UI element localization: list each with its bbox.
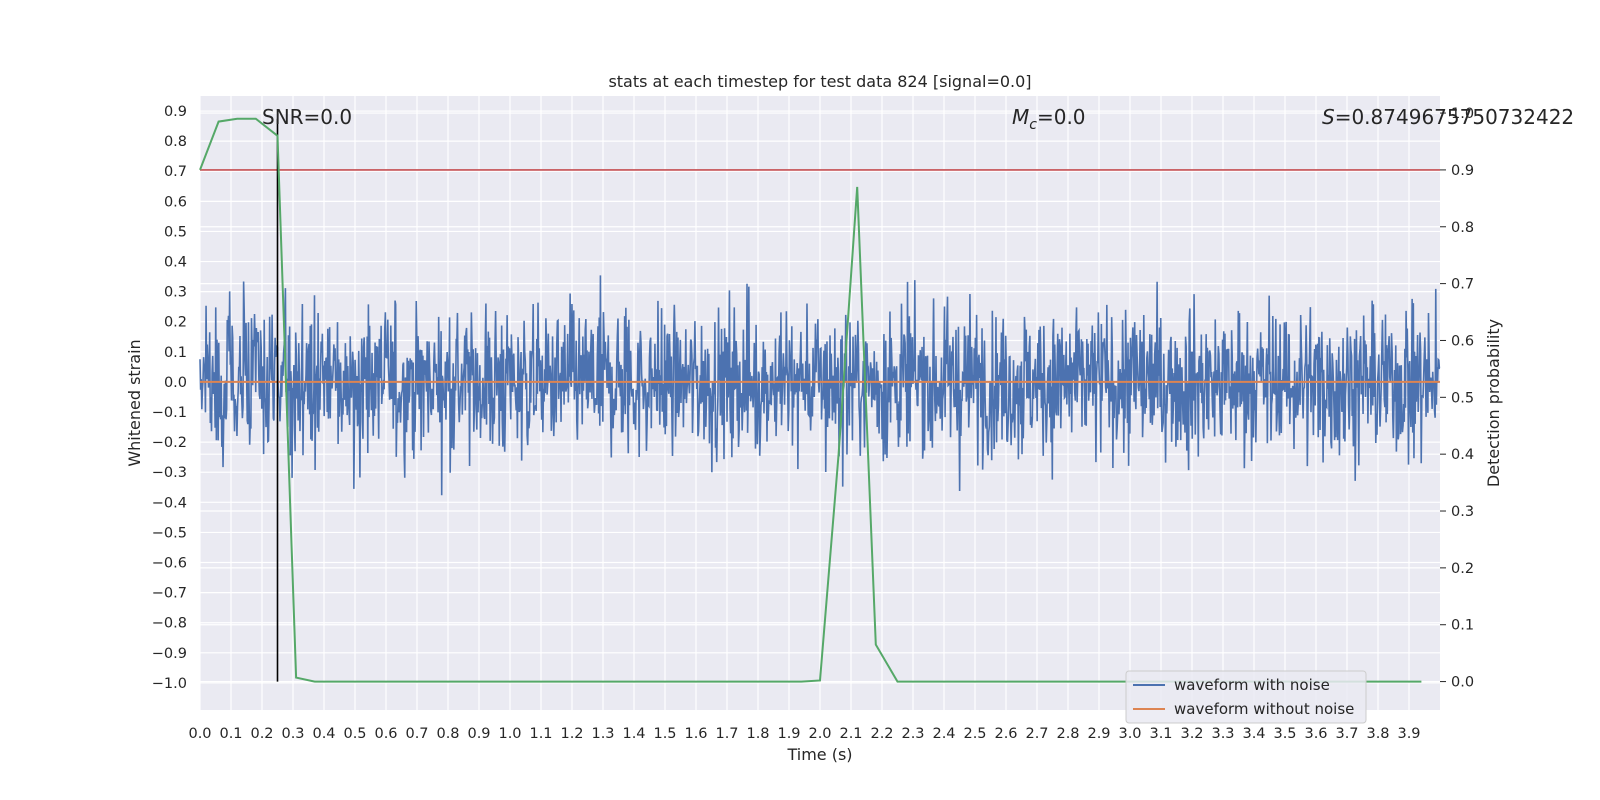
x-tick-label: 1.1 [529, 726, 552, 742]
x-tick-label: 3.1 [1149, 726, 1172, 742]
noise-waveform-line [199, 275, 1441, 496]
x-tick-label: 2.8 [1056, 726, 1079, 742]
x-tick-label: 3.9 [1397, 726, 1420, 742]
x-tick-label: 2.4 [932, 726, 955, 742]
y-tick-label: 0.8 [164, 134, 187, 150]
y2-tick-label: 0.9 [1451, 163, 1474, 179]
x-tick-label: 2.0 [808, 726, 831, 742]
x-tick-label: 1.6 [684, 726, 707, 742]
y2-axis-label: Detection probability [1484, 319, 1503, 487]
x-tick-label: 1.9 [777, 726, 800, 742]
legend-clean-label: waveform without noise [1174, 700, 1354, 718]
score-annotation: S=0.8749675750732422 [1322, 105, 1574, 129]
score-symbol: S [1322, 105, 1335, 129]
chart-title: stats at each timestep for test data 824… [608, 72, 1031, 91]
x-tick-label: 1.2 [560, 726, 583, 742]
snr-annotation: SNR=0.0 [262, 105, 352, 129]
x-tick-label: 1.8 [746, 726, 769, 742]
legend-noise-label: waveform with noise [1174, 676, 1330, 694]
x-axis-label: Time (s) [786, 745, 852, 764]
x-tick-label: 0.4 [312, 726, 335, 742]
y-axis-label: Whitened strain [125, 339, 144, 466]
x-tick-label: 3.0 [1118, 726, 1141, 742]
y-tick-label: −1.0 [152, 676, 187, 692]
x-tick-label: 3.2 [1180, 726, 1203, 742]
noise-waveform-layer [199, 275, 1441, 496]
x-tick-label: 0.6 [374, 726, 397, 742]
y2-tick-label: 0.3 [1451, 504, 1474, 520]
y2-tick-label: 0.1 [1451, 618, 1474, 634]
chirp-mass-annotation: Mc=0.0 [1012, 105, 1086, 133]
x-tick-label: 0.8 [436, 726, 459, 742]
x-tick-label: 2.1 [839, 726, 862, 742]
y-tick-label: −0.1 [152, 405, 187, 421]
y-tick-label: 0.6 [164, 194, 187, 210]
y2-tick-label: 0.4 [1451, 447, 1474, 463]
x-tick-label: 3.5 [1273, 726, 1296, 742]
x-tick-label: 2.3 [901, 726, 924, 742]
y-tick-label: −0.9 [152, 646, 187, 662]
x-tick-label: 1.0 [498, 726, 521, 742]
x-tick-label: 2.2 [870, 726, 893, 742]
tick-labels: 0.0 0.1 0.2 0.3 0.4 0.5 0.6 0.7 0.8 0.9 1.0 1.1 1.2 1… [152, 104, 1474, 742]
y-tick-label: 0.3 [164, 285, 187, 301]
y2-tick-label: 0.0 [1451, 675, 1474, 691]
y2-tick-label: 0.8 [1451, 220, 1474, 236]
y2-tick-label: 1.0 [1451, 106, 1474, 122]
y2-tick-label: 0.7 [1451, 277, 1474, 293]
y-tick-label: 0.7 [164, 164, 187, 180]
y-tick-label: −0.3 [152, 465, 187, 481]
y-tick-label: 0.9 [164, 104, 187, 120]
x-tick-label: 0.5 [343, 726, 366, 742]
x-tick-label: 1.3 [591, 726, 614, 742]
y-tick-label: −0.5 [152, 525, 187, 541]
x-tick-label: 3.8 [1366, 726, 1389, 742]
x-tick-label: 0.1 [219, 726, 242, 742]
score-value: =0.8749675750732422 [1335, 105, 1574, 129]
y-tick-label: −0.6 [152, 556, 187, 572]
chirp-mass-subscript: c [1029, 117, 1037, 133]
y-tick-label: 0.2 [164, 315, 187, 331]
probability-line [199, 117, 1422, 683]
x-tick-label: 0.3 [281, 726, 304, 742]
x-tick-label: 2.6 [994, 726, 1017, 742]
x-tick-label: 3.6 [1304, 726, 1327, 742]
x-tick-label: 3.7 [1335, 726, 1358, 742]
y2-tick-label: 0.2 [1451, 561, 1474, 577]
x-tick-label: 2.7 [1025, 726, 1048, 742]
y2-tick-label: 0.5 [1451, 390, 1474, 406]
chirp-mass-symbol: M [1012, 105, 1029, 129]
x-tick-label: 3.3 [1211, 726, 1234, 742]
y-tick-label: 0.1 [164, 345, 187, 361]
y-tick-label: 0.5 [164, 224, 187, 240]
x-tick-label: 2.5 [963, 726, 986, 742]
legend-box [1125, 670, 1367, 724]
y-tick-label: 0.4 [164, 255, 187, 271]
x-tick-label: 2.9 [1087, 726, 1110, 742]
y2-tick-label: 0.6 [1451, 333, 1474, 349]
x-tick-label: 0.0 [188, 726, 211, 742]
y-tick-label: −0.8 [152, 616, 187, 632]
legend: waveform with noise waveform without noi… [1125, 670, 1367, 724]
y-tick-label: −0.2 [152, 435, 187, 451]
x-tick-label: 3.4 [1242, 726, 1265, 742]
x-tick-label: 0.7 [405, 726, 428, 742]
x-tick-label: 1.5 [653, 726, 676, 742]
x-tick-label: 0.9 [467, 726, 490, 742]
x-tick-label: 1.4 [622, 726, 645, 742]
x-tick-label: 0.2 [250, 726, 273, 742]
chirp-mass-value: =0.0 [1037, 105, 1086, 129]
y-tick-label: −0.4 [152, 495, 187, 511]
x-tick-label: 1.7 [715, 726, 738, 742]
y-tick-label: 0.0 [164, 375, 187, 391]
y-tick-label: −0.7 [152, 586, 187, 602]
